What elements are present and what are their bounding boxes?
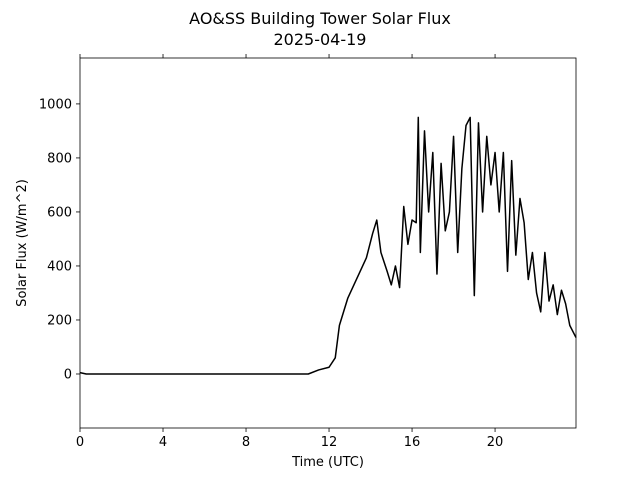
y-axis-label: Solar Flux (W/m^2)	[15, 179, 30, 307]
x-tick-label: 4	[159, 435, 167, 450]
x-tick-label: 0	[76, 435, 84, 450]
y-tick-label: 0	[64, 367, 72, 382]
line-series	[79, 116, 577, 375]
y-tick-label: 600	[47, 205, 72, 220]
y-tick-label: 1000	[39, 97, 72, 112]
chart-title: AO&SS Building Tower Solar Flux	[189, 9, 451, 28]
x-tick-label: 16	[404, 435, 421, 450]
chart-subtitle: 2025-04-19	[274, 30, 367, 49]
plot-frame	[79, 57, 577, 429]
y-tick-label: 800	[47, 151, 72, 166]
x-tick-label: 12	[321, 435, 338, 450]
y-tick-label: 200	[47, 313, 72, 328]
x-tick-label: 8	[242, 435, 250, 450]
x-tick-label: 20	[487, 435, 504, 450]
x-axis-label: Time (UTC)	[291, 455, 364, 470]
y-tick-label: 400	[47, 259, 72, 274]
